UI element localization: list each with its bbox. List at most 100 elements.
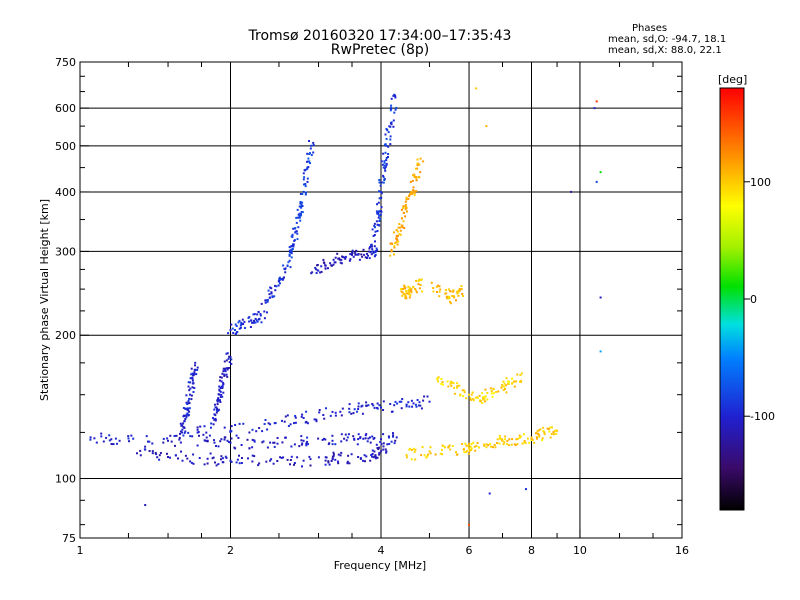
trace-echo (382, 409, 384, 411)
trace-echo (472, 441, 475, 444)
trace-point (556, 429, 559, 432)
trace-echo (116, 442, 118, 445)
trace-echo (511, 382, 513, 385)
trace-echo (169, 434, 172, 437)
trace-echo (383, 161, 386, 164)
trace-echo (327, 267, 329, 270)
trace-echo (190, 398, 193, 401)
trace-echo (334, 261, 337, 264)
trace-echo (186, 457, 189, 460)
trace-echo (405, 290, 408, 293)
trace-echo (240, 444, 243, 446)
trace-echo (426, 395, 429, 398)
trace-echo (389, 138, 392, 141)
trace-echo (462, 448, 465, 451)
trace-echo (283, 420, 286, 423)
trace-echo (410, 289, 413, 292)
trace-echo (547, 428, 550, 430)
trace-echo (293, 463, 295, 466)
trace-echo (270, 291, 273, 294)
trace-echo (219, 390, 222, 393)
trace-echo (354, 253, 357, 256)
trace-echo (449, 302, 452, 305)
trace-echo (364, 256, 367, 259)
trace-echo (371, 248, 374, 251)
trace-echo (314, 266, 317, 269)
colorbar-label: [deg] (718, 73, 747, 86)
trace-point (419, 157, 422, 160)
trace-echo (351, 251, 354, 254)
trace-echo (415, 190, 418, 192)
trace-echo (357, 253, 360, 256)
trace-echo (266, 299, 269, 301)
trace-echo (390, 410, 393, 413)
trace-echo (414, 288, 417, 290)
trace-echo (105, 436, 108, 439)
trace-echo (336, 252, 339, 255)
trace-echo (374, 226, 376, 229)
trace-echo (192, 391, 195, 393)
trace-echo (364, 460, 366, 463)
trace-echo (458, 384, 461, 387)
trace-echo (356, 443, 359, 446)
trace-echo (378, 453, 381, 456)
trace-echo (294, 227, 297, 230)
trace-echo (549, 426, 552, 429)
trace-echo (216, 400, 219, 403)
trace-echo (332, 451, 335, 454)
trace-echo (329, 414, 332, 417)
trace-echo (414, 448, 417, 451)
y-axis-label: Stationary phase Virtual Height [km] (38, 199, 51, 401)
trace-echo (553, 433, 556, 436)
trace-echo (252, 321, 255, 324)
trace-echo (248, 447, 251, 450)
trace-echo (372, 251, 375, 254)
trace-echo (187, 431, 190, 434)
trace-echo (476, 442, 479, 444)
trace-echo (432, 287, 435, 289)
trace-echo (225, 359, 228, 362)
trace-echo (218, 379, 221, 382)
trace-echo (189, 460, 192, 463)
trace-echo (230, 362, 233, 365)
trace-point (390, 250, 393, 253)
trace-echo (261, 441, 264, 444)
trace-echo (235, 434, 238, 437)
trace-echo (475, 445, 478, 447)
trace-point (405, 454, 408, 457)
trace-echo (223, 438, 226, 441)
trace-echo (318, 409, 321, 411)
trace-echo (264, 419, 267, 421)
trace-point (382, 166, 385, 169)
trace-echo (539, 428, 542, 431)
trace-echo (376, 406, 378, 409)
trace-echo (401, 398, 404, 400)
trace-echo (316, 264, 319, 266)
trace-echo (375, 220, 378, 223)
trace-echo (503, 441, 506, 444)
trace-echo (188, 407, 191, 410)
trace-echo (192, 462, 195, 465)
trace-echo (248, 320, 251, 323)
trace-echo (196, 444, 199, 447)
trace-echo (188, 397, 191, 400)
trace-echo (494, 446, 497, 449)
trace-echo (400, 208, 403, 211)
trace-echo (396, 402, 399, 405)
trace-echo (378, 181, 381, 184)
trace-echo (447, 446, 450, 449)
trace-echo (102, 440, 105, 443)
trace-echo (349, 258, 352, 261)
trace-echo (270, 287, 273, 290)
trace-echo (376, 402, 379, 405)
trace-echo (446, 380, 449, 383)
trace-echo (264, 301, 267, 304)
trace-echo (537, 429, 540, 432)
trace-echo (228, 355, 231, 358)
trace-echo (247, 457, 249, 460)
trace-echo (440, 382, 443, 385)
trace-echo (338, 258, 341, 261)
trace-point (229, 356, 232, 358)
trace-echo (533, 441, 536, 444)
trace-echo (296, 208, 299, 211)
